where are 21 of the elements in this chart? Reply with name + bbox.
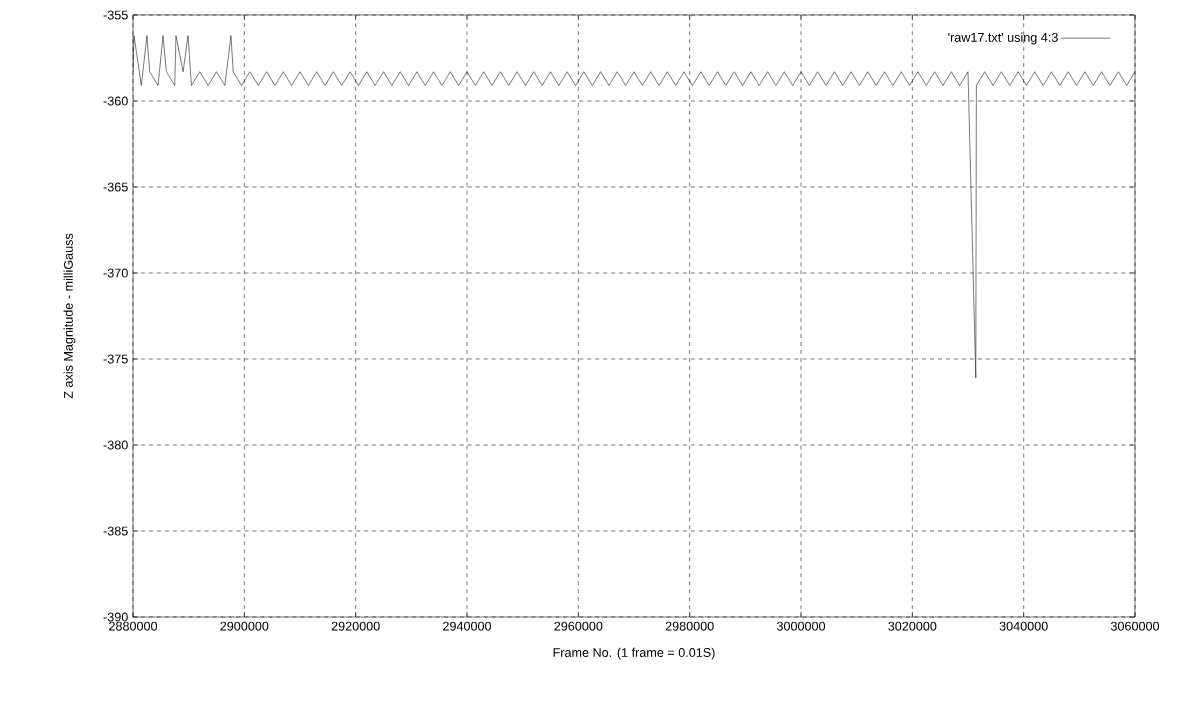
- y-tick-label: -355: [103, 10, 128, 20]
- x-tick-label: 2900000: [220, 621, 269, 631]
- x-tick-label: 3000000: [776, 621, 826, 631]
- x-tick-label: 2920000: [331, 621, 380, 631]
- y-tick-label: -380: [103, 440, 128, 450]
- x-tick-label: 3040000: [999, 621, 1048, 631]
- y-tick-label: -390: [103, 612, 128, 622]
- x-tick-label: 2940000: [443, 621, 492, 631]
- y-tick-label: -375: [103, 354, 128, 364]
- x-tick-label: 2980000: [665, 621, 714, 631]
- y-tick-label: -365: [103, 182, 128, 192]
- y-tick-label: -360: [103, 96, 128, 106]
- x-tick-label: 3060000: [1110, 621, 1160, 631]
- x-tick-label: 2880000: [109, 621, 158, 631]
- y-axis-title: Z axis Magnitude - milliGauss: [63, 233, 76, 399]
- x-tick-label: 2960000: [554, 621, 603, 631]
- y-tick-label: -370: [103, 268, 128, 278]
- y-tick-label: -385: [103, 526, 128, 536]
- x-tick-label: 3020000: [888, 621, 937, 631]
- legend-label: 'raw17.txt' using 4:3: [948, 32, 1058, 45]
- x-axis-title: Frame No. (1 frame = 0.01S): [553, 647, 715, 660]
